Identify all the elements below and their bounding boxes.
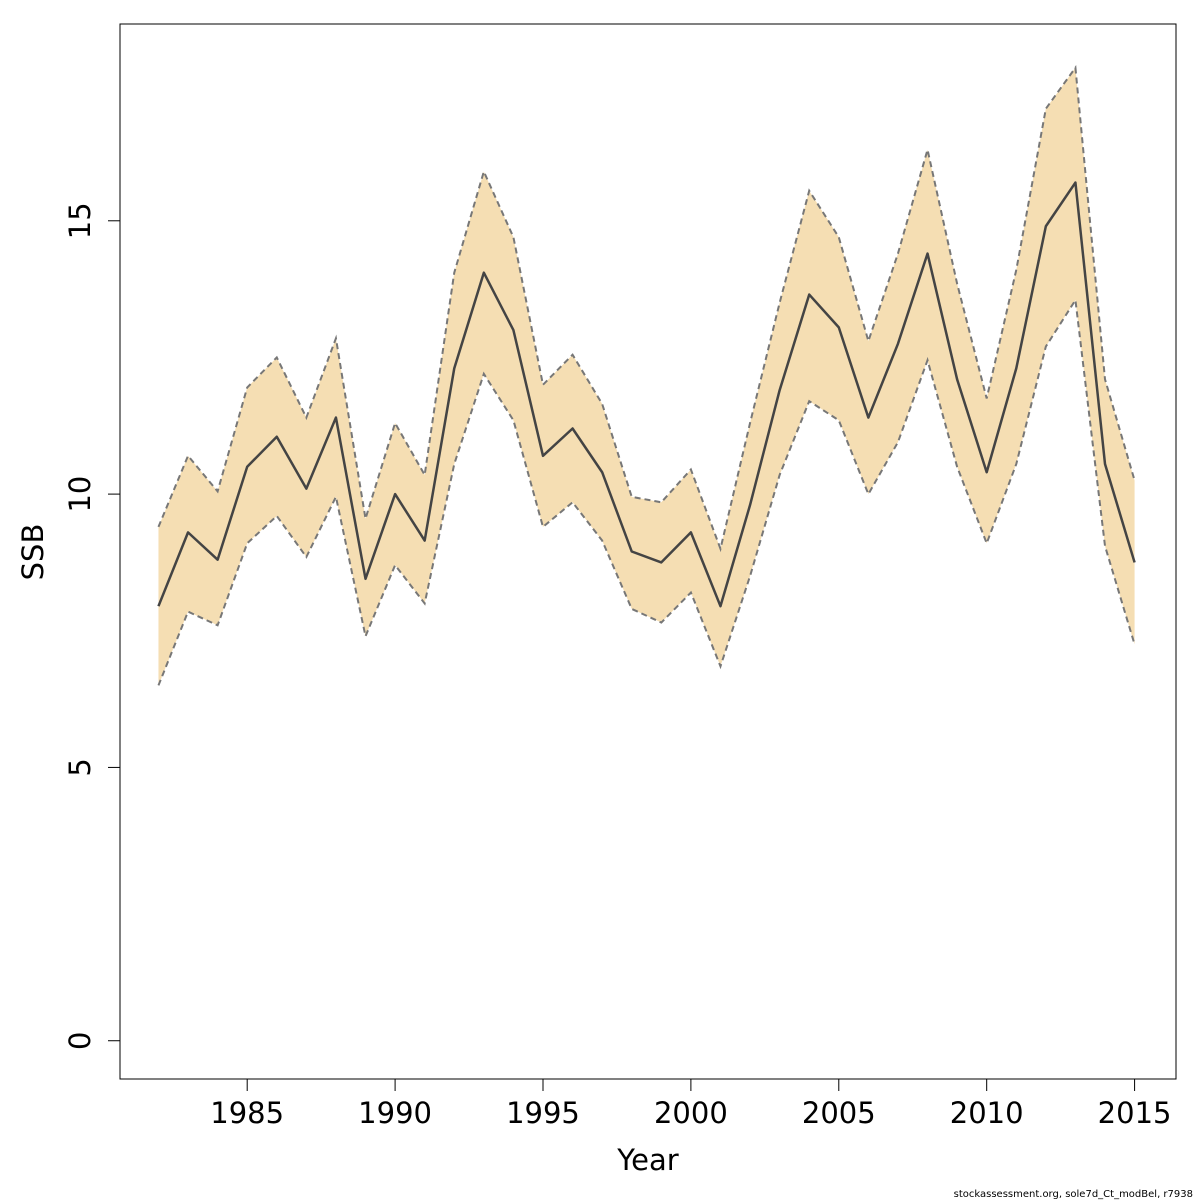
y-tick-label: 15: [63, 202, 97, 239]
y-tick-label: 5: [63, 758, 97, 776]
confidence-band: [158, 67, 1135, 686]
x-tick-label: 2015: [1098, 1096, 1172, 1130]
ssb-estimate-line: [157, 181, 1136, 608]
x-tick-label: 1990: [358, 1096, 432, 1130]
footer-note: stockassessment.org, sole7d_Ct_modBel, r…: [954, 1189, 1193, 1200]
x-tick-label: 2005: [802, 1096, 876, 1130]
x-tick-label: 2010: [950, 1096, 1024, 1130]
y-tick-label: 0: [63, 1032, 97, 1050]
confidence-band-layer: [157, 64, 1136, 686]
y-axis-title: SSB: [16, 524, 50, 581]
estimate-line-layer: [157, 181, 1136, 608]
x-tick-label: 2000: [654, 1096, 728, 1130]
x-axis: 1985 1990 1995 2000 2005 2010 2015: [210, 1078, 1172, 1130]
y-tick-label: 10: [63, 476, 97, 513]
x-tick-label: 1995: [506, 1096, 580, 1130]
x-tick-label: 1985: [210, 1096, 284, 1130]
y-axis: 0 5 10 15: [63, 202, 121, 1050]
upper-bound-line: [157, 64, 1136, 553]
x-axis-title: Year: [616, 1143, 678, 1177]
lower-bound-line: [157, 297, 1136, 686]
